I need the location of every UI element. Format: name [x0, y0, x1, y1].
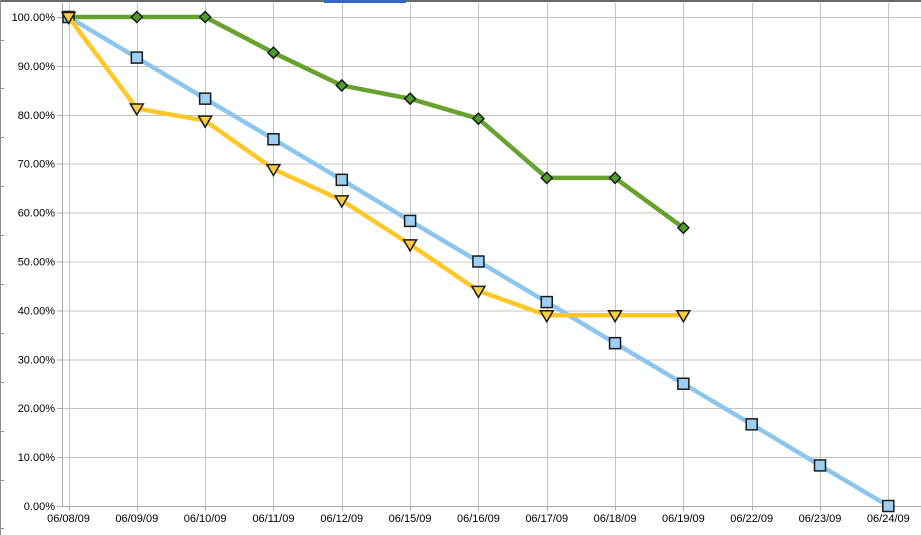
square-marker: [677, 377, 690, 390]
triangle-down-marker: [60, 11, 77, 25]
square-marker: [608, 336, 622, 350]
square-marker: [267, 133, 280, 146]
y-tick-label: 90.00%: [18, 61, 56, 73]
window-top-edge: [0, 0, 921, 3]
square-marker: [403, 214, 417, 228]
yellow-triangle-line-path: [66, 14, 686, 318]
y-tick-label: 60.00%: [18, 208, 56, 220]
x-tick-label: 06/08/09: [47, 513, 90, 525]
square-marker: [335, 173, 349, 187]
triangle-down-marker: [333, 195, 350, 209]
x-tick-label: 06/19/09: [662, 513, 705, 525]
green-diamond-line: [61, 10, 690, 235]
y-tick-label: 70.00%: [18, 159, 56, 171]
diamond-marker: [403, 92, 417, 106]
triangle-down-marker: [197, 115, 213, 129]
triangle-down-marker: [470, 285, 487, 299]
x-tick-label: 06/18/09: [594, 513, 637, 525]
y-tick-label: 50.00%: [18, 257, 56, 269]
x-tick-label: 06/09/09: [115, 513, 158, 525]
square-marker: [745, 418, 758, 431]
x-tick-label: 06/23/09: [799, 513, 842, 525]
diamond-marker: [130, 10, 144, 24]
square-marker: [130, 51, 144, 64]
diamond-marker: [198, 10, 212, 24]
y-tick-label: 100.00%: [12, 12, 56, 24]
y-tick-label: 30.00%: [18, 354, 56, 366]
x-tick-label: 06/12/09: [320, 513, 363, 525]
square-marker: [540, 295, 553, 309]
square-marker: [882, 499, 895, 513]
triangle-down-marker: [402, 239, 418, 253]
x-tick-label: 06/24/09: [867, 513, 910, 525]
triangle-down-marker: [607, 310, 623, 324]
y-tick-label: 80.00%: [18, 110, 56, 122]
triangle-down-marker: [675, 310, 692, 324]
triangle-down-marker: [265, 163, 282, 178]
diamond-marker: [608, 171, 622, 185]
yellow-triangle-line: [60, 11, 692, 324]
window-top-accent: [324, 0, 406, 3]
diamond-marker: [266, 46, 281, 60]
square-marker: [472, 255, 485, 268]
triangle-down-marker: [129, 103, 145, 117]
x-tick-label: 06/16/09: [457, 513, 500, 525]
diamond-marker: [471, 112, 485, 126]
x-tick-label: 06/15/09: [389, 513, 432, 525]
square-marker: [198, 92, 212, 105]
square-marker: [813, 459, 827, 472]
y-tick-label: 40.00%: [18, 305, 56, 317]
y-tick-label: 10.00%: [18, 452, 56, 464]
x-tick-label: 06/22/09: [730, 513, 773, 525]
x-tick-label: 06/11/09: [252, 513, 294, 525]
diamond-marker: [335, 78, 349, 93]
diamond-marker: [676, 221, 690, 235]
x-tick-label: 06/17/09: [525, 513, 568, 525]
diamond-marker: [540, 171, 554, 185]
y-tick-label: 0.00%: [24, 501, 55, 513]
green-diamond-line-path: [66, 14, 686, 231]
x-tick-label: 06/10/09: [184, 513, 227, 525]
y-tick-label: 20.00%: [18, 403, 56, 415]
triangle-down-marker: [538, 310, 555, 324]
